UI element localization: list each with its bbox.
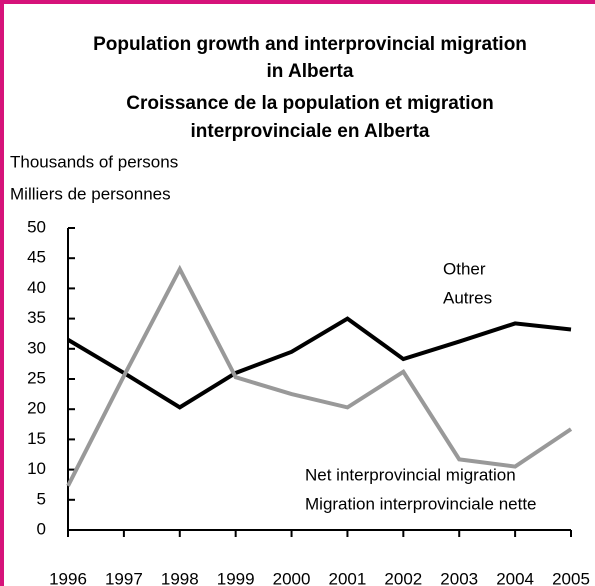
y-tick-label: 15 <box>27 429 46 448</box>
x-tick-label: 1997 <box>105 569 143 586</box>
x-tick-label: 2001 <box>329 569 367 586</box>
chart-title: interprovinciale en Alberta <box>191 121 430 142</box>
y-tick-label: 45 <box>27 248 46 267</box>
y-tick-label: 35 <box>27 308 46 327</box>
y-tick-label: 0 <box>37 519 46 538</box>
series-label: Other <box>443 259 486 278</box>
y-axis-label: Milliers de personnes <box>10 184 171 203</box>
x-tick-label: 2005 <box>552 569 590 586</box>
y-tick-label: 10 <box>27 459 46 478</box>
chart-title: in Alberta <box>267 61 354 82</box>
series-label: Net interprovincial migration <box>305 465 516 484</box>
chart-title: Croissance de la population et migration <box>126 93 493 114</box>
x-tick-label: 1999 <box>217 569 255 586</box>
frame-left <box>0 0 4 586</box>
y-tick-label: 40 <box>27 278 46 297</box>
x-tick-label: 1996 <box>49 569 87 586</box>
x-tick-label: 2000 <box>273 569 311 586</box>
y-tick-label: 25 <box>27 368 46 387</box>
y-axis-label: Thousands of persons <box>10 152 178 171</box>
frame-top <box>0 0 595 4</box>
chart-title: Population growth and interprovincial mi… <box>93 34 527 55</box>
y-tick-label: 50 <box>27 217 46 236</box>
x-tick-label: 2002 <box>384 569 422 586</box>
y-tick-label: 20 <box>27 399 46 418</box>
line-series <box>66 264 573 487</box>
line-series <box>66 316 572 410</box>
x-tick-label: 1998 <box>161 569 199 586</box>
x-tick-label: 2003 <box>440 569 478 586</box>
x-tick-label: 2004 <box>496 569 534 586</box>
y-tick-label: 5 <box>37 489 46 508</box>
series-label: Autres <box>443 288 492 307</box>
series-label: Migration interprovinciale nette <box>305 494 537 513</box>
y-tick-label: 30 <box>27 338 46 357</box>
